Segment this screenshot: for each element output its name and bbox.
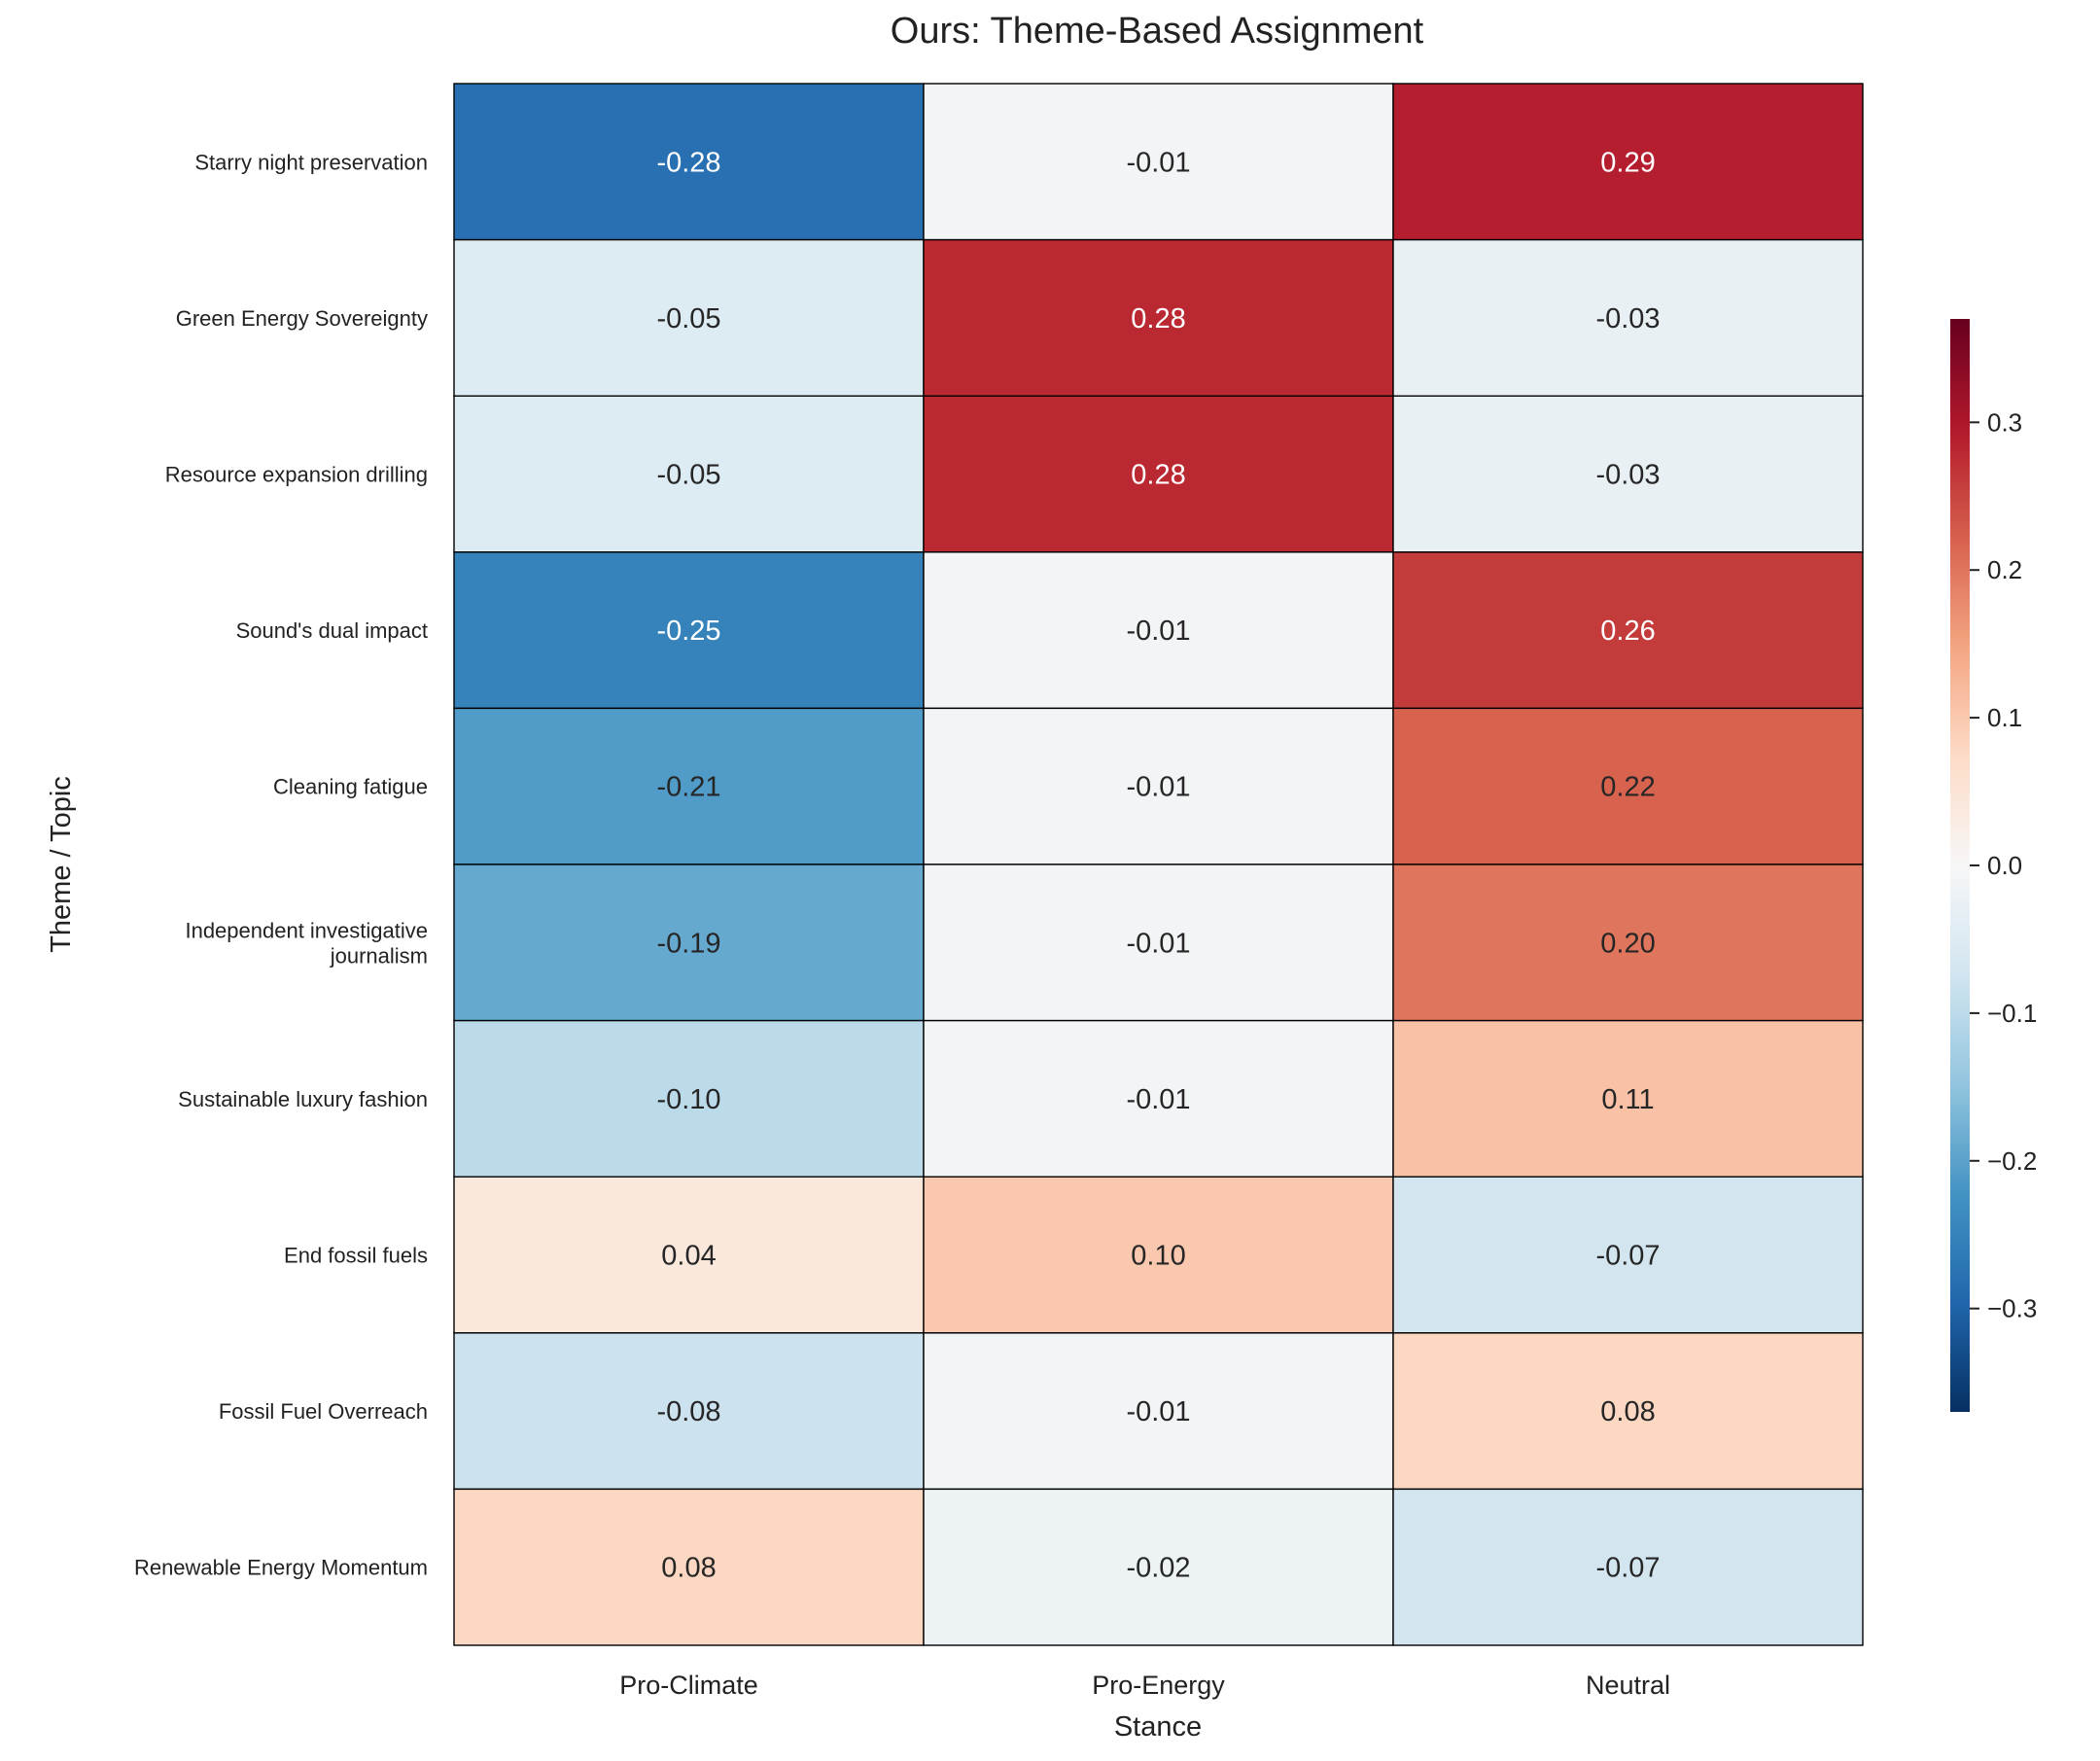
colorbar-tick-label: 0.2: [1987, 555, 2022, 584]
heatmap-cell: [453, 238, 925, 397]
heatmap-cell: [1392, 551, 1864, 710]
y-tick-label: End fossil fuels: [284, 1244, 428, 1268]
cell-annotation: -0.03: [1595, 303, 1660, 335]
cell-annotation: 0.29: [1600, 147, 1655, 178]
y-tick-label: Starry night preservation: [194, 150, 428, 174]
y-axis-label: Theme / Topic: [46, 776, 77, 953]
cell-annotation: 0.08: [661, 1553, 716, 1584]
colorbar-tick-label: 0.0: [1987, 851, 2022, 880]
y-tick-label: Cleaning fatigue: [273, 775, 428, 799]
colorbar-tick-label: 0.3: [1987, 407, 2022, 437]
y-tick-label: Sustainable luxury fashion: [178, 1087, 428, 1111]
heatmap-cells: -0.28 -0.01 0.29 -0.05 0.28 -0.03 -0.05 0.28 -0.…: [453, 83, 1864, 1646]
x-axis-label: Stance: [1114, 1711, 1202, 1743]
cell-annotation: -0.02: [1126, 1553, 1190, 1584]
cell-annotation: -0.05: [656, 460, 720, 491]
heatmap-cell: [923, 1019, 1394, 1178]
cell-annotation: -0.25: [656, 616, 720, 647]
heatmap-cell: [1392, 863, 1864, 1022]
cell-annotation: 0.11: [1601, 1084, 1654, 1115]
heatmap-cell: [453, 1488, 925, 1646]
y-tick-label: Resource expansion drilling: [165, 463, 428, 487]
cell-annotation: -0.01: [1126, 928, 1190, 959]
cell-annotation: -0.01: [1126, 1084, 1190, 1115]
y-tick-label: Independent investigative journalism: [185, 918, 428, 968]
y-tick-labels: Starry night preservation Green Energy So…: [134, 150, 428, 1579]
y-tick-label: Sound's dual impact: [236, 618, 428, 643]
y-tick-label: Green Energy Sovereignty: [176, 306, 428, 331]
colorbar-tick-label: −0.2: [1987, 1146, 2037, 1176]
heatmap-cell: [923, 238, 1394, 397]
cell-annotation: -0.01: [1126, 147, 1190, 178]
heatmap-cell: [923, 1488, 1394, 1646]
cell-annotation: -0.07: [1595, 1553, 1660, 1584]
cell-annotation: -0.01: [1126, 772, 1190, 803]
colorbar: 0.3 0.2 0.1 0.0 −0.1 −0.2 −0.3: [1950, 319, 2037, 1412]
cell-annotation: -0.03: [1595, 460, 1660, 491]
colorbar-ticks: 0.3 0.2 0.1 0.0 −0.1 −0.2 −0.3: [1970, 407, 2037, 1323]
colorbar-tick-label: −0.1: [1987, 999, 2037, 1028]
heatmap-cell: [923, 863, 1394, 1022]
cell-annotation: -0.28: [656, 147, 720, 178]
y-tick-label: Fossil Fuel Overreach: [219, 1399, 428, 1424]
colorbar-gradient: [1950, 319, 1970, 1412]
heatmap-cell: [453, 863, 925, 1022]
heatmap-cell: [1392, 238, 1864, 397]
heatmap-cell: [453, 83, 925, 241]
y-tick-label: Renewable Energy Momentum: [134, 1556, 428, 1580]
heatmap-cell: [453, 707, 925, 865]
heatmap-cell: [453, 1019, 925, 1178]
chart-title: Ours: Theme-Based Assignment: [891, 11, 1424, 52]
cell-annotation: 0.28: [1131, 460, 1185, 491]
x-tick-labels: Pro-Climate Pro-Energy Neutral: [619, 1671, 1670, 1700]
heatmap-cell: [453, 1332, 925, 1491]
cell-annotation: -0.01: [1126, 1396, 1190, 1427]
cell-annotation: 0.04: [661, 1241, 716, 1272]
heatmap-cell: [923, 707, 1394, 865]
heatmap-cell: [923, 83, 1394, 241]
heatmap-cell: [923, 395, 1394, 553]
heatmap-cell: [923, 1332, 1394, 1491]
cell-annotation: 0.28: [1131, 303, 1185, 335]
cell-annotation: -0.07: [1595, 1241, 1660, 1272]
cell-annotation: -0.19: [656, 928, 720, 959]
colorbar-tick-label: −0.3: [1987, 1294, 2037, 1323]
cell-annotation: -0.08: [656, 1396, 720, 1427]
cell-annotation: 0.26: [1600, 616, 1655, 647]
heatmap-cell: [1392, 1176, 1864, 1334]
heatmap-cell: [453, 551, 925, 710]
cell-annotation: 0.08: [1600, 1396, 1655, 1427]
heatmap-cell: [1392, 83, 1864, 241]
colorbar-tick-label: 0.1: [1987, 703, 2022, 732]
cell-annotation: 0.22: [1600, 772, 1655, 803]
cell-annotation: -0.01: [1126, 616, 1190, 647]
heatmap-cell: [1392, 1488, 1864, 1646]
cell-annotation: 0.20: [1600, 928, 1655, 959]
x-tick-label: Neutral: [1586, 1671, 1670, 1700]
heatmap-cell: [1392, 1019, 1864, 1178]
heatmap-cell: [453, 1176, 925, 1334]
heatmap-cell: [1392, 1332, 1864, 1491]
heatmap-cell: [453, 395, 925, 553]
x-tick-label: Pro-Energy: [1092, 1671, 1225, 1700]
cell-annotation: -0.21: [656, 772, 720, 803]
heatmap-cell: [923, 1176, 1394, 1334]
heatmap-cell: [1392, 707, 1864, 865]
cell-annotation: -0.05: [656, 303, 720, 335]
cell-annotation: 0.10: [1131, 1241, 1185, 1272]
cell-annotation: -0.10: [656, 1084, 720, 1115]
x-tick-label: Pro-Climate: [619, 1671, 758, 1700]
